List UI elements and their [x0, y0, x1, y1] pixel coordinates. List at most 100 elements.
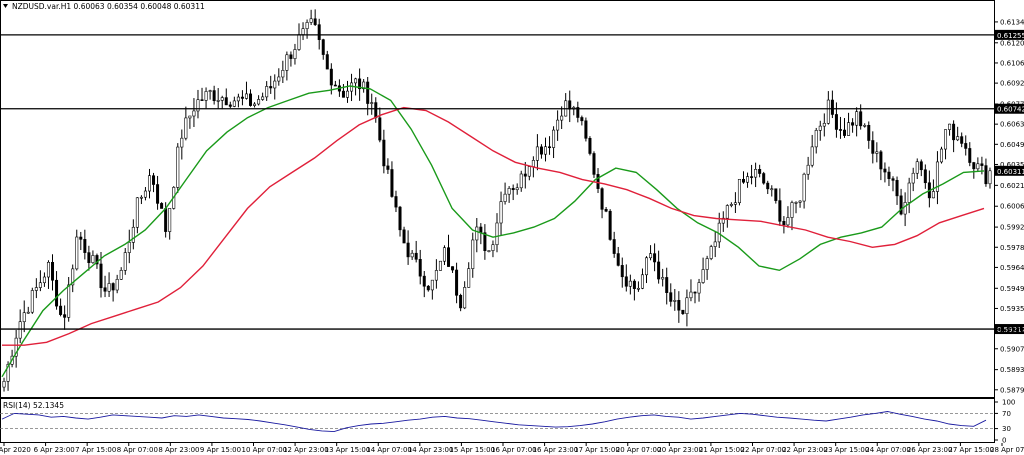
candle	[309, 9, 313, 26]
candle	[790, 200, 794, 231]
candle	[794, 201, 798, 214]
candle	[147, 168, 151, 199]
candle	[628, 274, 632, 295]
time-tick-label: 15 Apr 15:00	[449, 446, 495, 454]
candle	[30, 287, 34, 314]
candle	[766, 180, 770, 195]
candle	[422, 271, 426, 298]
candle	[810, 134, 814, 168]
candle	[345, 80, 349, 103]
candle	[697, 278, 701, 302]
candle	[289, 51, 293, 67]
candle	[899, 188, 903, 216]
candle	[689, 279, 693, 302]
candle	[208, 89, 212, 100]
candle	[725, 204, 729, 228]
time-tick-label: 12 Apr 23:00	[283, 446, 329, 454]
candle	[249, 89, 253, 107]
candle	[499, 191, 503, 236]
candle	[855, 107, 859, 137]
candle	[495, 213, 499, 253]
candle	[430, 279, 434, 300]
candle	[406, 230, 410, 265]
candle	[883, 162, 887, 183]
candle	[863, 123, 867, 128]
candle	[653, 243, 657, 272]
rsi-panel: 100 70 30 0	[0, 399, 1015, 445]
candle	[665, 267, 669, 305]
candle	[370, 93, 374, 115]
candle	[232, 96, 236, 108]
candle	[972, 161, 976, 179]
candle	[434, 259, 438, 289]
candle	[42, 272, 46, 287]
candle	[834, 102, 838, 138]
time-tick-label: 22 Apr 23:00	[782, 446, 828, 454]
candle	[2, 377, 6, 392]
candle	[580, 115, 584, 126]
candle	[471, 232, 475, 278]
candle	[236, 93, 240, 108]
candle	[944, 129, 948, 160]
candle	[919, 159, 923, 177]
candle	[750, 164, 754, 185]
level-price-label: 0.60742	[997, 106, 1024, 114]
symbol-header: NZDUSD.var.H1 0.60063 0.60354 0.60048 0.…	[12, 2, 205, 11]
candle	[693, 291, 697, 304]
candle	[204, 87, 208, 109]
candle	[911, 167, 915, 192]
candle	[410, 250, 414, 260]
current-price-label: 0.60311	[997, 168, 1024, 176]
candle	[459, 293, 463, 312]
candle	[895, 176, 899, 205]
candle	[556, 110, 560, 141]
price-tick-label: 0.60775	[1000, 100, 1024, 108]
candle	[903, 192, 907, 227]
candle	[576, 101, 580, 123]
time-tick-label: 20 Apr 07:00	[616, 446, 662, 454]
candle	[277, 68, 281, 86]
candle	[843, 118, 847, 138]
candle	[301, 22, 305, 41]
candle	[180, 129, 184, 160]
candle	[131, 219, 135, 250]
collapse-triangle-icon[interactable]	[3, 4, 8, 8]
price-tick-label: 0.60495	[1000, 141, 1024, 149]
candle	[451, 266, 455, 273]
candle	[200, 87, 204, 101]
candle	[273, 74, 277, 100]
price-tick-label: 0.60355	[1000, 161, 1024, 169]
candle	[99, 252, 103, 298]
time-tick-label: 16 Apr 07:00	[491, 446, 537, 454]
candle	[176, 143, 180, 193]
candle	[143, 187, 147, 201]
candle	[754, 162, 758, 188]
rsi-line	[1, 411, 987, 433]
time-tick-label: 6 Apr 23:00	[34, 446, 75, 454]
time-tick-label: 10 Apr 07:00	[242, 446, 288, 454]
candle	[915, 158, 919, 180]
candle	[394, 190, 398, 213]
candle	[535, 134, 539, 171]
candle	[463, 281, 467, 310]
candle	[511, 184, 515, 201]
candle	[297, 23, 301, 51]
price-tick-label: 0.60635	[1000, 121, 1024, 129]
candle	[426, 285, 430, 292]
candle	[527, 166, 531, 181]
candle	[281, 60, 285, 83]
candle	[705, 255, 709, 280]
candle	[119, 267, 123, 280]
candle	[758, 164, 762, 178]
horizontal-levels: 0.61255 0.60742 0.59212 0.60311	[0, 29, 1024, 335]
candle	[22, 300, 26, 333]
price-tick-label: 0.58790	[1000, 386, 1024, 394]
candle	[386, 158, 390, 174]
candle	[604, 207, 608, 213]
candle	[402, 226, 406, 244]
candle	[935, 151, 939, 205]
